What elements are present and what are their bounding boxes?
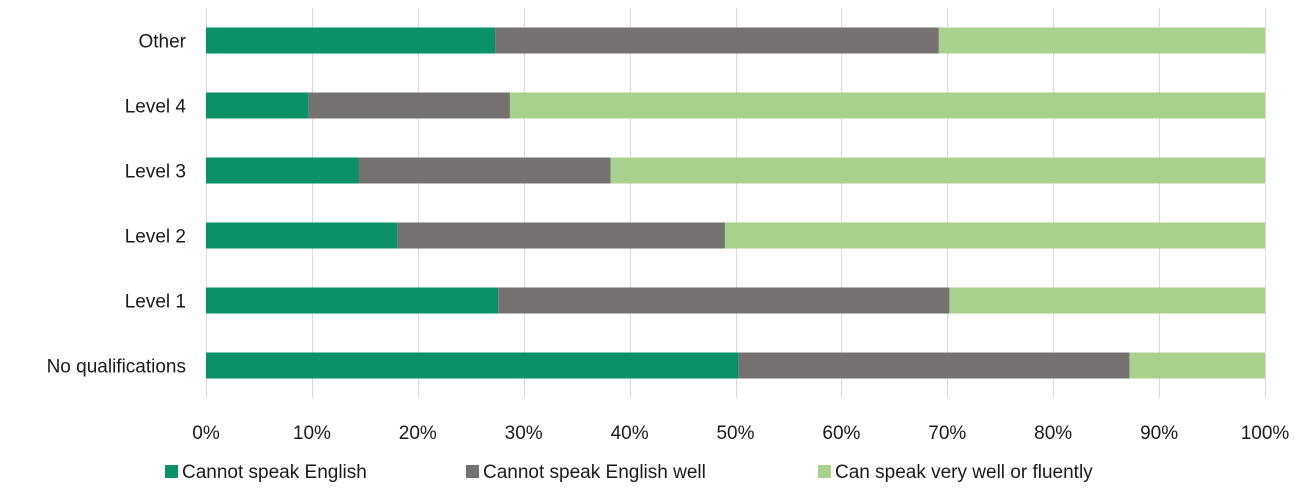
bar-segment [738,352,1130,379]
x-tick-label: 10% [293,423,331,444]
x-tick-label: 60% [822,423,860,444]
legend-label: Cannot speak English well [483,462,706,483]
category-label: Other [138,32,186,53]
category-labels: Other Level 4 Level 3 Level 2 Level 1 No qual… [47,32,187,378]
category-label: Level 4 [125,97,187,118]
category-label: No qualifications [47,357,186,378]
bar-segment [206,352,739,379]
x-axis-tick-labels: 0% 10% 20% 30% 40% 50% 60% 70% 80% 90% 100% [192,423,1289,444]
bar-segment [509,92,1266,119]
legend: Cannot speak English Cannot speak English… [165,462,1093,483]
category-label: Level 1 [125,292,186,313]
x-tick-label: 50% [716,423,754,444]
legend-label: Can speak very well or fluently [835,462,1093,483]
bars [206,27,1266,379]
bar-segment [1129,352,1265,379]
bar-segment [938,27,1265,54]
bar-segment [610,157,1265,184]
x-tick-label: 0% [192,423,220,444]
bar-segment [206,157,359,184]
x-tick-label: 40% [611,423,649,444]
bar-segment [358,157,611,184]
bar-segment [308,92,510,119]
legend-label: Cannot speak English [182,462,367,483]
x-tick-label: 80% [1034,423,1072,444]
category-label: Level 2 [125,227,186,248]
bar-segment [206,92,309,119]
bar-segment [206,287,499,314]
x-tick-label: 90% [1140,423,1178,444]
bar-segment [397,222,725,249]
legend-swatch [466,465,479,478]
bar-segment [495,27,939,54]
category-label: Level 3 [125,162,186,183]
gridlines [206,8,1266,398]
x-tick-label: 20% [399,423,437,444]
legend-swatch [818,465,831,478]
bar-segment [724,222,1265,249]
x-tick-label: 30% [505,423,543,444]
x-tick-label: 100% [1241,423,1290,444]
bar-segment [206,27,496,54]
bar-segment [498,287,950,314]
legend-swatch [165,465,178,478]
x-tick-label: 70% [928,423,966,444]
bar-segment [206,222,398,249]
bar-segment [949,287,1265,314]
